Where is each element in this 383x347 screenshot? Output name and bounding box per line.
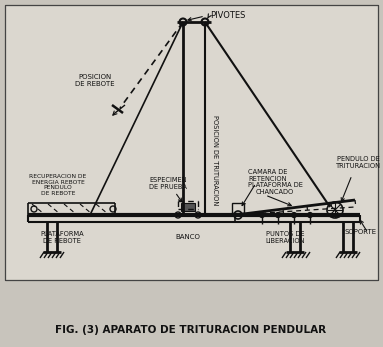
Text: PUNTOS DE
LIBERACION: PUNTOS DE LIBERACION	[265, 230, 305, 244]
Text: BANCO: BANCO	[175, 234, 200, 240]
Text: ESPECIMEN
DE PRUEBA: ESPECIMEN DE PRUEBA	[149, 177, 187, 189]
Text: PLATAFORMA DE
CHANCADO: PLATAFORMA DE CHANCADO	[247, 181, 303, 195]
Text: PLATAFORMA
DE REBOTE: PLATAFORMA DE REBOTE	[40, 230, 84, 244]
Bar	[5, 5, 378, 280]
Text: PIVOTES: PIVOTES	[210, 10, 246, 19]
Text: POSICION
DE REBOTE: POSICION DE REBOTE	[75, 74, 115, 86]
Bar	[5, 5, 378, 280]
Bar	[232, 203, 244, 213]
Text: FIG. (3) APARATO DE TRITURACION PENDULAR: FIG. (3) APARATO DE TRITURACION PENDULAR	[56, 325, 327, 335]
Text: POSICION DE TRITURACION: POSICION DE TRITURACION	[212, 115, 218, 205]
Text: CAMARA DE
RETENCION: CAMARA DE RETENCION	[248, 169, 288, 181]
Text: SOPORTE: SOPORTE	[345, 229, 377, 235]
Bar	[181, 203, 195, 211]
Text: PENDULO DE
TRITURACION: PENDULO DE TRITURACION	[336, 155, 380, 169]
Text: RECUPERACION DE
ENERGIA REBOTE
PENDULO
DE REBOTE: RECUPERACION DE ENERGIA REBOTE PENDULO D…	[29, 174, 87, 196]
